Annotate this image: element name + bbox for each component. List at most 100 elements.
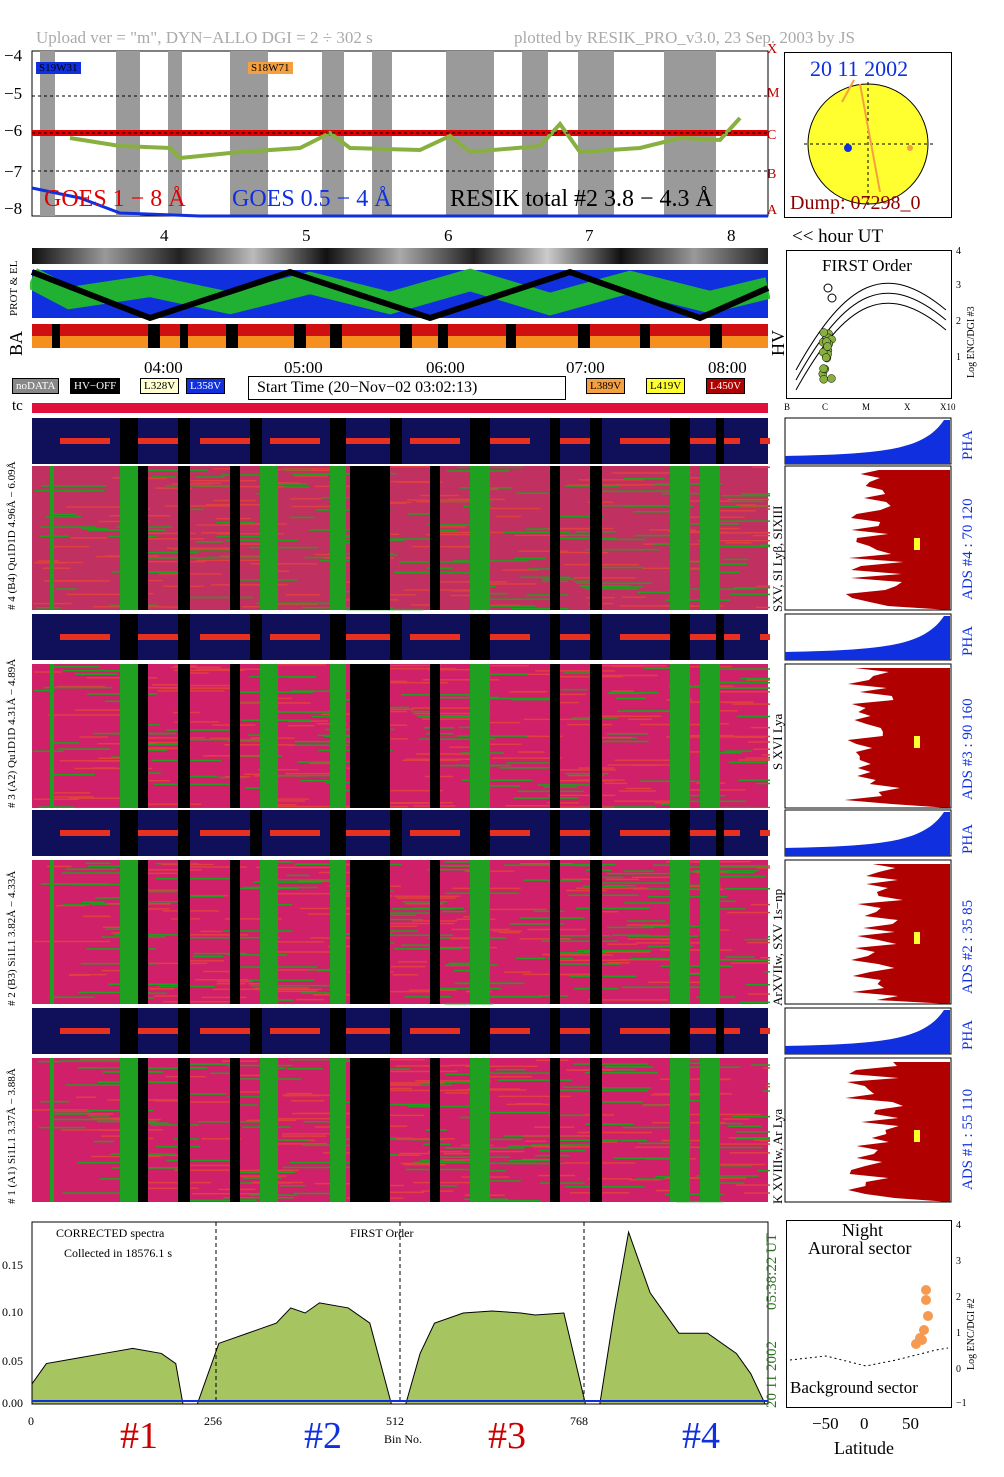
ba-gap [180,324,188,348]
counts-line [617,710,686,712]
spectrum-xtick-3: 768 [570,1414,588,1428]
counts-line [400,1162,433,1165]
legend-nodata: noDATA [12,378,60,394]
fo-ytick-2: 3 [956,280,961,291]
ba-gap [226,324,238,348]
counts-line [360,1103,432,1106]
counts-line [380,502,407,505]
counts-line [40,526,96,528]
counts-line [481,743,522,746]
counts-line [235,1091,267,1093]
pha-gap [390,1008,402,1054]
counts-line [613,800,671,802]
counts-line [380,914,417,916]
counts-line [503,864,578,866]
counts-line [745,757,770,759]
counts-line [251,984,330,987]
counts-gap [178,664,190,808]
counts-line [623,870,655,872]
counts-line [734,587,770,589]
spectrum-ytick-0: 0.00 [2,1396,23,1410]
counts-line [496,515,522,518]
separator [30,808,770,810]
counts-line [145,1099,178,1101]
counts-line [273,893,343,895]
counts-line [78,991,151,994]
counts-line [734,1137,770,1140]
counts-line [678,685,706,687]
counts-line [748,741,770,743]
counts-line [713,687,770,689]
pha-line [340,1028,390,1034]
counts-gap [350,466,390,610]
counts-line [623,478,665,480]
counts-line [704,681,743,684]
counts-line [477,996,542,998]
pha-gap [670,1008,690,1054]
counts-line [568,484,640,486]
counts-line [282,1094,337,1096]
counts-line [444,1092,470,1094]
pha-gap [716,614,724,660]
counts-line [436,529,458,532]
counts-line [492,930,523,932]
counts-line [572,1089,648,1092]
counts-line [286,1092,313,1095]
counts-line [633,510,681,513]
counts-line [202,970,231,973]
counts-line [682,1113,761,1116]
counts-line [49,996,95,999]
counts-line [145,469,209,472]
counts-line [525,1140,547,1142]
counts-line [516,957,545,960]
counts-line [756,585,770,587]
ch1-pha: PHA [960,1019,976,1050]
pha-line [550,1028,600,1034]
counts-line [101,969,131,972]
counts-line [282,1133,333,1135]
counts-line [729,1152,770,1154]
counts-line [335,863,360,866]
pha-gap [716,1008,724,1054]
counts-line [570,975,637,978]
goes-tag-1: S19W31 [36,62,81,74]
counts-line [293,1192,335,1195]
counts-line [453,969,485,972]
counts-line [390,965,426,968]
counts-line [323,1152,371,1154]
counts-line [374,594,417,596]
counts-line [547,527,614,530]
counts-line [302,1144,354,1147]
ch2-ads: ADS #2 : 35 85 [960,899,976,994]
counts-line [767,756,770,759]
counts-line [289,1161,360,1164]
counts-line [660,949,733,951]
counts-line [69,974,90,976]
pha-line [200,438,250,444]
counts-line [763,1067,770,1069]
counts-line [547,957,573,960]
counts-line [628,718,652,721]
counts-line [589,740,649,743]
counts-line [635,1178,666,1180]
counts-line [211,584,288,586]
counts-line [358,538,432,540]
counts-line [519,938,572,940]
counts-line [265,798,310,800]
counts-line [395,1138,455,1140]
counts-line [506,762,555,764]
pha-gap [120,418,138,464]
ch4-pha-label: # 4 (B4) Qu1D1D 4.96Å − 6.09Å [6,461,18,610]
counts-line [521,1158,554,1161]
counts-line [427,668,485,671]
counts-line [150,476,177,478]
counts-line [526,594,569,596]
counts-line [506,1103,553,1106]
counts-line [315,1126,381,1128]
ch4-side: SXV, SI Lyβ, SIXIII [770,505,785,612]
counts-line [228,740,278,742]
counts-line [407,513,433,515]
counts-line [722,1118,750,1120]
counts-line [405,758,479,761]
counts-line [487,507,541,510]
